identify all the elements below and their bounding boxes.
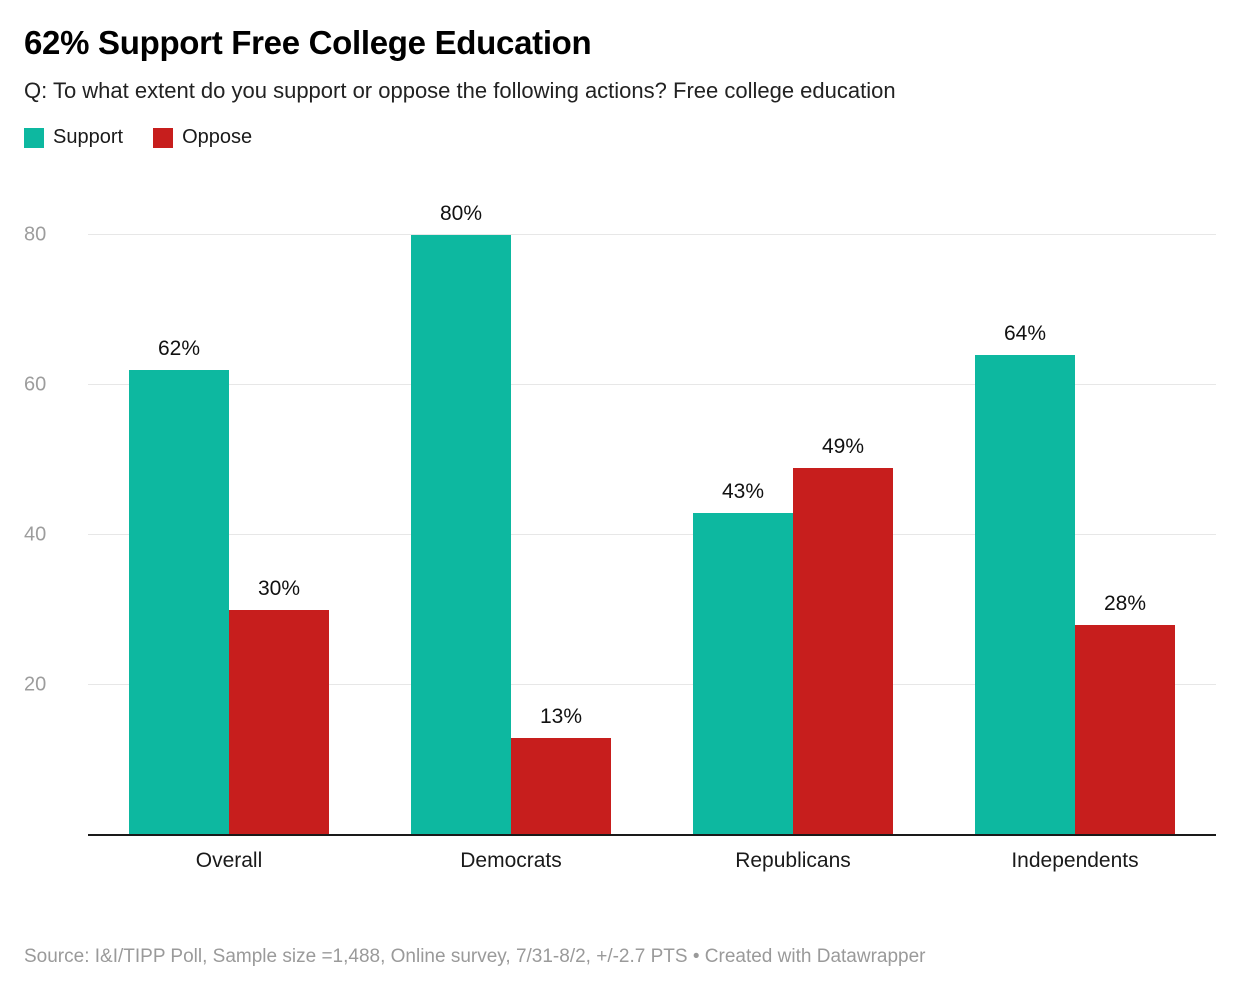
- oppose-bar-column: 28%: [1075, 592, 1175, 835]
- support-bar: [411, 235, 511, 835]
- support-bar-column: 64%: [975, 322, 1075, 835]
- oppose-color-swatch: [153, 127, 174, 148]
- support-bar-column: 80%: [411, 202, 511, 835]
- x-axis-labels: Overall Democrats Republicans Independents: [88, 849, 1216, 873]
- bar-group-overall: 62% 30%: [88, 195, 370, 835]
- y-tick-label-60: 60: [24, 373, 47, 396]
- y-tick-label-40: 40: [24, 523, 47, 546]
- chart-subtitle: Q: To what extent do you support or oppo…: [24, 78, 896, 103]
- oppose-value-label: 13%: [539, 704, 583, 728]
- bar-groups: 62% 30% 80% 13% 43% 49% 64% 28%: [88, 195, 1216, 835]
- legend-item-support: Support: [24, 126, 123, 149]
- oppose-bar: [793, 467, 893, 835]
- oppose-value-label: 30%: [257, 577, 301, 600]
- support-value-label: 43%: [721, 479, 765, 503]
- oppose-bar: [229, 610, 329, 835]
- category-label-democrats: Democrats: [460, 849, 562, 872]
- y-tick-label-20: 20: [24, 673, 47, 696]
- bar-group-democrats: 80% 13%: [370, 195, 652, 835]
- legend-label-support: Support: [53, 126, 124, 148]
- support-color-swatch: [24, 127, 44, 148]
- gridline-60: [88, 384, 1216, 385]
- support-bar: [975, 355, 1075, 835]
- gridlines: [88, 195, 1216, 835]
- oppose-value-label: 28%: [1103, 592, 1147, 615]
- category-label-independents: Independents: [1011, 849, 1139, 872]
- oppose-bar-column: 13%: [511, 704, 611, 835]
- y-tick-label-80: 80: [24, 223, 47, 246]
- support-value-label: 64%: [1003, 322, 1047, 345]
- support-value-label: 80%: [439, 202, 483, 225]
- oppose-bar-column: 30%: [229, 577, 329, 835]
- legend: Support Oppose: [24, 126, 1216, 149]
- x-axis-baseline: [88, 834, 1216, 836]
- plot-area: 20 40 60 80 62% 30% 80% 13% 43% 49% 64% 28%: [24, 195, 1216, 836]
- gridline-20: [88, 684, 1216, 685]
- legend-label-oppose: Oppose: [182, 126, 253, 148]
- oppose-bar: [1075, 625, 1175, 835]
- category-label-republicans: Republicans: [735, 849, 851, 872]
- bar-group-independents: 64% 28%: [934, 195, 1216, 835]
- source-footer: Source: I&I/TIPP Poll, Sample size =1,48…: [24, 946, 926, 967]
- oppose-bar: [511, 737, 611, 835]
- support-value-label: 62%: [157, 337, 201, 360]
- support-bar: [693, 512, 793, 835]
- support-bar: [129, 370, 229, 835]
- category-label-overall: Overall: [195, 849, 263, 872]
- bar-group-republicans: 43% 49%: [652, 195, 934, 835]
- support-bar-column: 43%: [693, 479, 793, 835]
- gridline-80: [88, 234, 1216, 235]
- oppose-bar-column: 49%: [793, 434, 893, 835]
- oppose-value-label: 49%: [821, 434, 865, 458]
- support-bar-column: 62%: [129, 337, 229, 835]
- legend-item-oppose: Oppose: [153, 126, 252, 149]
- gridline-40: [88, 534, 1216, 535]
- chart-title: 62% Support Free College Education: [24, 24, 592, 61]
